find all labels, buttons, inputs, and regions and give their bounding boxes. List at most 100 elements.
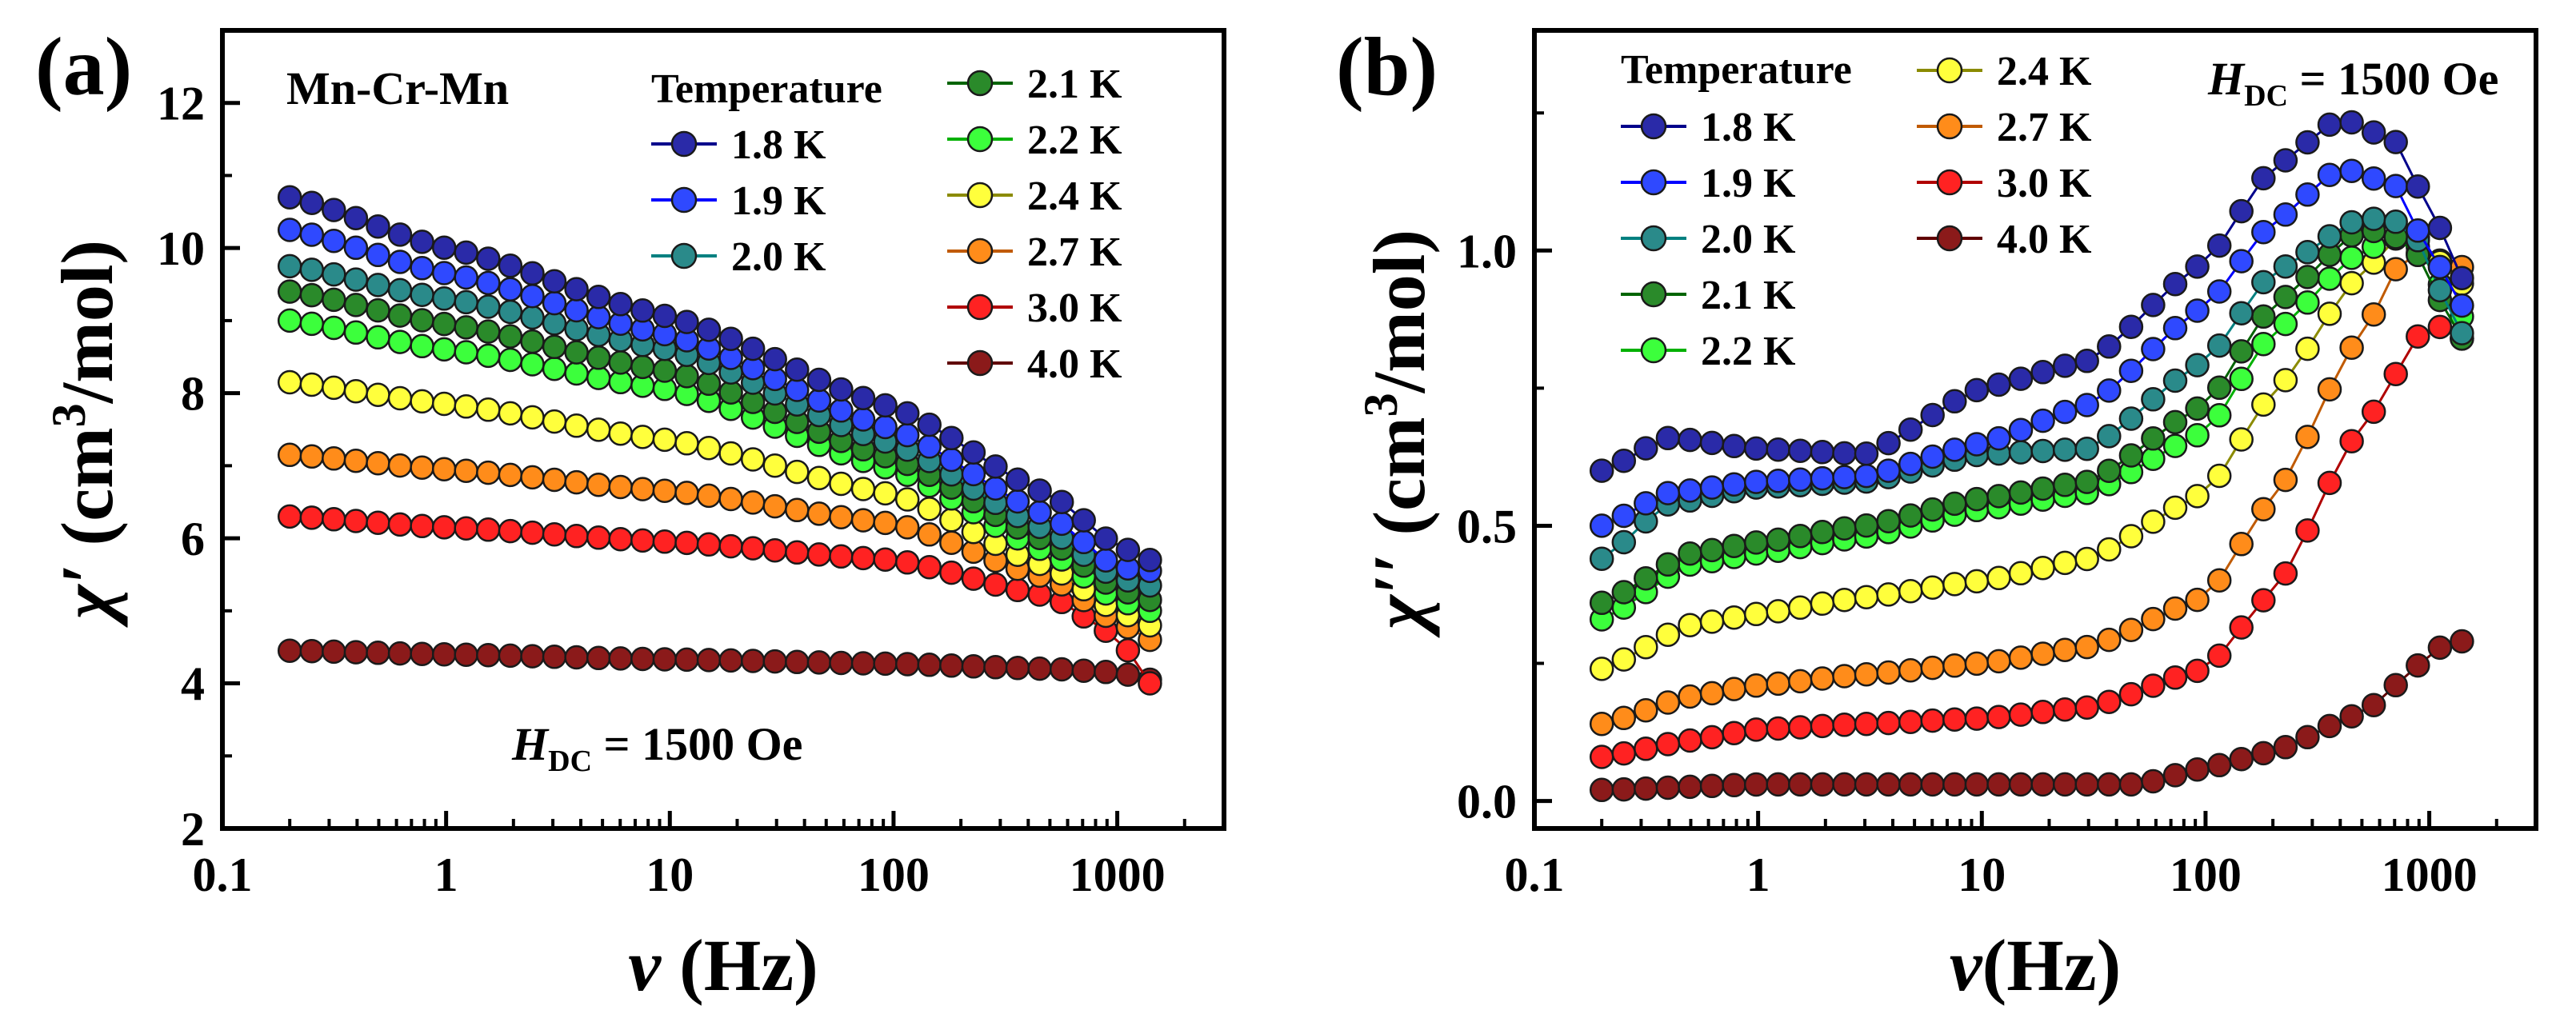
data-point bbox=[2074, 634, 2099, 660]
data-point bbox=[2185, 353, 2210, 377]
data-point bbox=[366, 510, 390, 535]
data-point bbox=[1699, 537, 1725, 563]
data-point bbox=[2162, 409, 2188, 435]
legend-title-a: Temperature bbox=[651, 66, 882, 112]
legend-marker bbox=[1640, 281, 1667, 308]
x-tick-label-b: 10 bbox=[1958, 848, 2006, 901]
data-point bbox=[454, 315, 478, 340]
data-point bbox=[1920, 772, 1945, 797]
data-point bbox=[983, 476, 1008, 501]
data-point bbox=[277, 442, 302, 468]
data-point bbox=[366, 382, 390, 407]
data-point bbox=[1832, 465, 1857, 489]
data-point bbox=[1655, 481, 1681, 505]
data-point bbox=[1854, 463, 1879, 489]
plot-area-a bbox=[277, 185, 1162, 696]
legend-marker bbox=[966, 182, 994, 209]
y-axis-unit-b: (cm bbox=[1358, 417, 1440, 553]
data-point bbox=[2295, 265, 2320, 289]
data-point bbox=[1920, 708, 1945, 733]
panel-a: 0.1 1 10 100 1000 2 4 6 8 10 12 (a) Mn-Cr-Mn HDC =… bbox=[35, 21, 1226, 1006]
x-axis-label-b: ν(Hz) bbox=[1950, 924, 2122, 1006]
data-point bbox=[476, 343, 501, 369]
data-point bbox=[431, 311, 457, 337]
data-point bbox=[1832, 664, 1857, 689]
series-1-8-K-a bbox=[277, 185, 1162, 573]
legend-marker bbox=[1936, 113, 1963, 140]
y-tick-label-b: 1.0 bbox=[1457, 225, 1517, 277]
data-point bbox=[454, 642, 478, 667]
field-subscript-a: DC bbox=[548, 745, 592, 778]
data-point bbox=[1986, 649, 2011, 674]
data-point bbox=[1722, 677, 1746, 701]
data-point bbox=[564, 524, 589, 549]
data-point bbox=[387, 303, 413, 328]
data-point bbox=[1589, 711, 1614, 737]
legend-entry-b: 2.2 K bbox=[1621, 329, 1796, 374]
data-point bbox=[2097, 334, 2122, 359]
data-point bbox=[917, 497, 942, 521]
legend-label: 3.0 K bbox=[1027, 285, 1122, 331]
data-point bbox=[917, 554, 942, 580]
data-point bbox=[1810, 666, 1835, 691]
data-point bbox=[2406, 653, 2430, 678]
data-point bbox=[2162, 596, 2188, 621]
data-point bbox=[1743, 530, 1769, 555]
data-point bbox=[520, 283, 545, 309]
data-point bbox=[2383, 130, 2408, 154]
data-point bbox=[1678, 774, 1702, 800]
x-axis-unit-a: (Hz) bbox=[661, 924, 818, 1006]
data-point bbox=[366, 325, 390, 350]
data-point bbox=[2162, 368, 2188, 393]
legend-entry-a: 2.2 K bbox=[947, 118, 1122, 163]
data-point bbox=[1854, 711, 1879, 737]
data-point bbox=[2339, 270, 2364, 296]
data-point bbox=[2229, 366, 2254, 392]
data-point bbox=[1788, 595, 1813, 621]
data-point bbox=[410, 333, 434, 359]
data-point bbox=[454, 240, 478, 265]
legend-label: 2.0 K bbox=[731, 234, 826, 280]
legend-entry-a: 2.4 K bbox=[947, 174, 1122, 219]
data-point bbox=[410, 513, 434, 539]
data-point bbox=[366, 641, 390, 665]
data-point bbox=[1832, 441, 1857, 466]
data-point bbox=[1094, 660, 1118, 685]
data-point bbox=[806, 367, 832, 393]
data-point bbox=[2206, 568, 2232, 593]
data-point bbox=[343, 378, 369, 404]
data-point bbox=[410, 389, 434, 414]
data-point bbox=[1810, 520, 1835, 545]
data-point bbox=[806, 501, 832, 526]
data-point bbox=[850, 477, 876, 501]
sample-label: Mn-Cr-Mn bbox=[286, 62, 509, 114]
field-value-b: = 1500 Oe bbox=[2288, 53, 2498, 105]
data-point bbox=[674, 647, 699, 673]
data-point bbox=[410, 455, 434, 480]
data-point bbox=[2162, 271, 2188, 297]
data-point bbox=[1678, 427, 1702, 453]
data-point bbox=[2008, 702, 2034, 727]
data-point bbox=[961, 654, 986, 679]
data-point bbox=[630, 298, 655, 323]
data-point bbox=[476, 517, 501, 542]
data-point bbox=[1942, 772, 1967, 797]
data-point bbox=[564, 645, 589, 670]
legend-entry-a: 1.9 K bbox=[651, 178, 826, 224]
data-point bbox=[2229, 198, 2254, 224]
data-point bbox=[1898, 417, 1923, 442]
legend-marker bbox=[966, 293, 994, 321]
data-point bbox=[2030, 772, 2055, 797]
data-point bbox=[1898, 709, 1923, 734]
data-point bbox=[1788, 715, 1813, 740]
x-axis-unit-b: (Hz) bbox=[1982, 924, 2122, 1006]
data-point bbox=[829, 650, 854, 676]
data-point bbox=[1115, 662, 1141, 687]
data-point bbox=[1005, 577, 1030, 603]
data-point bbox=[718, 441, 743, 466]
data-point bbox=[542, 311, 567, 336]
field-symbol-a: H bbox=[511, 718, 550, 770]
data-point bbox=[652, 647, 678, 672]
data-point bbox=[586, 645, 611, 671]
legend-label: 1.8 K bbox=[731, 122, 826, 168]
